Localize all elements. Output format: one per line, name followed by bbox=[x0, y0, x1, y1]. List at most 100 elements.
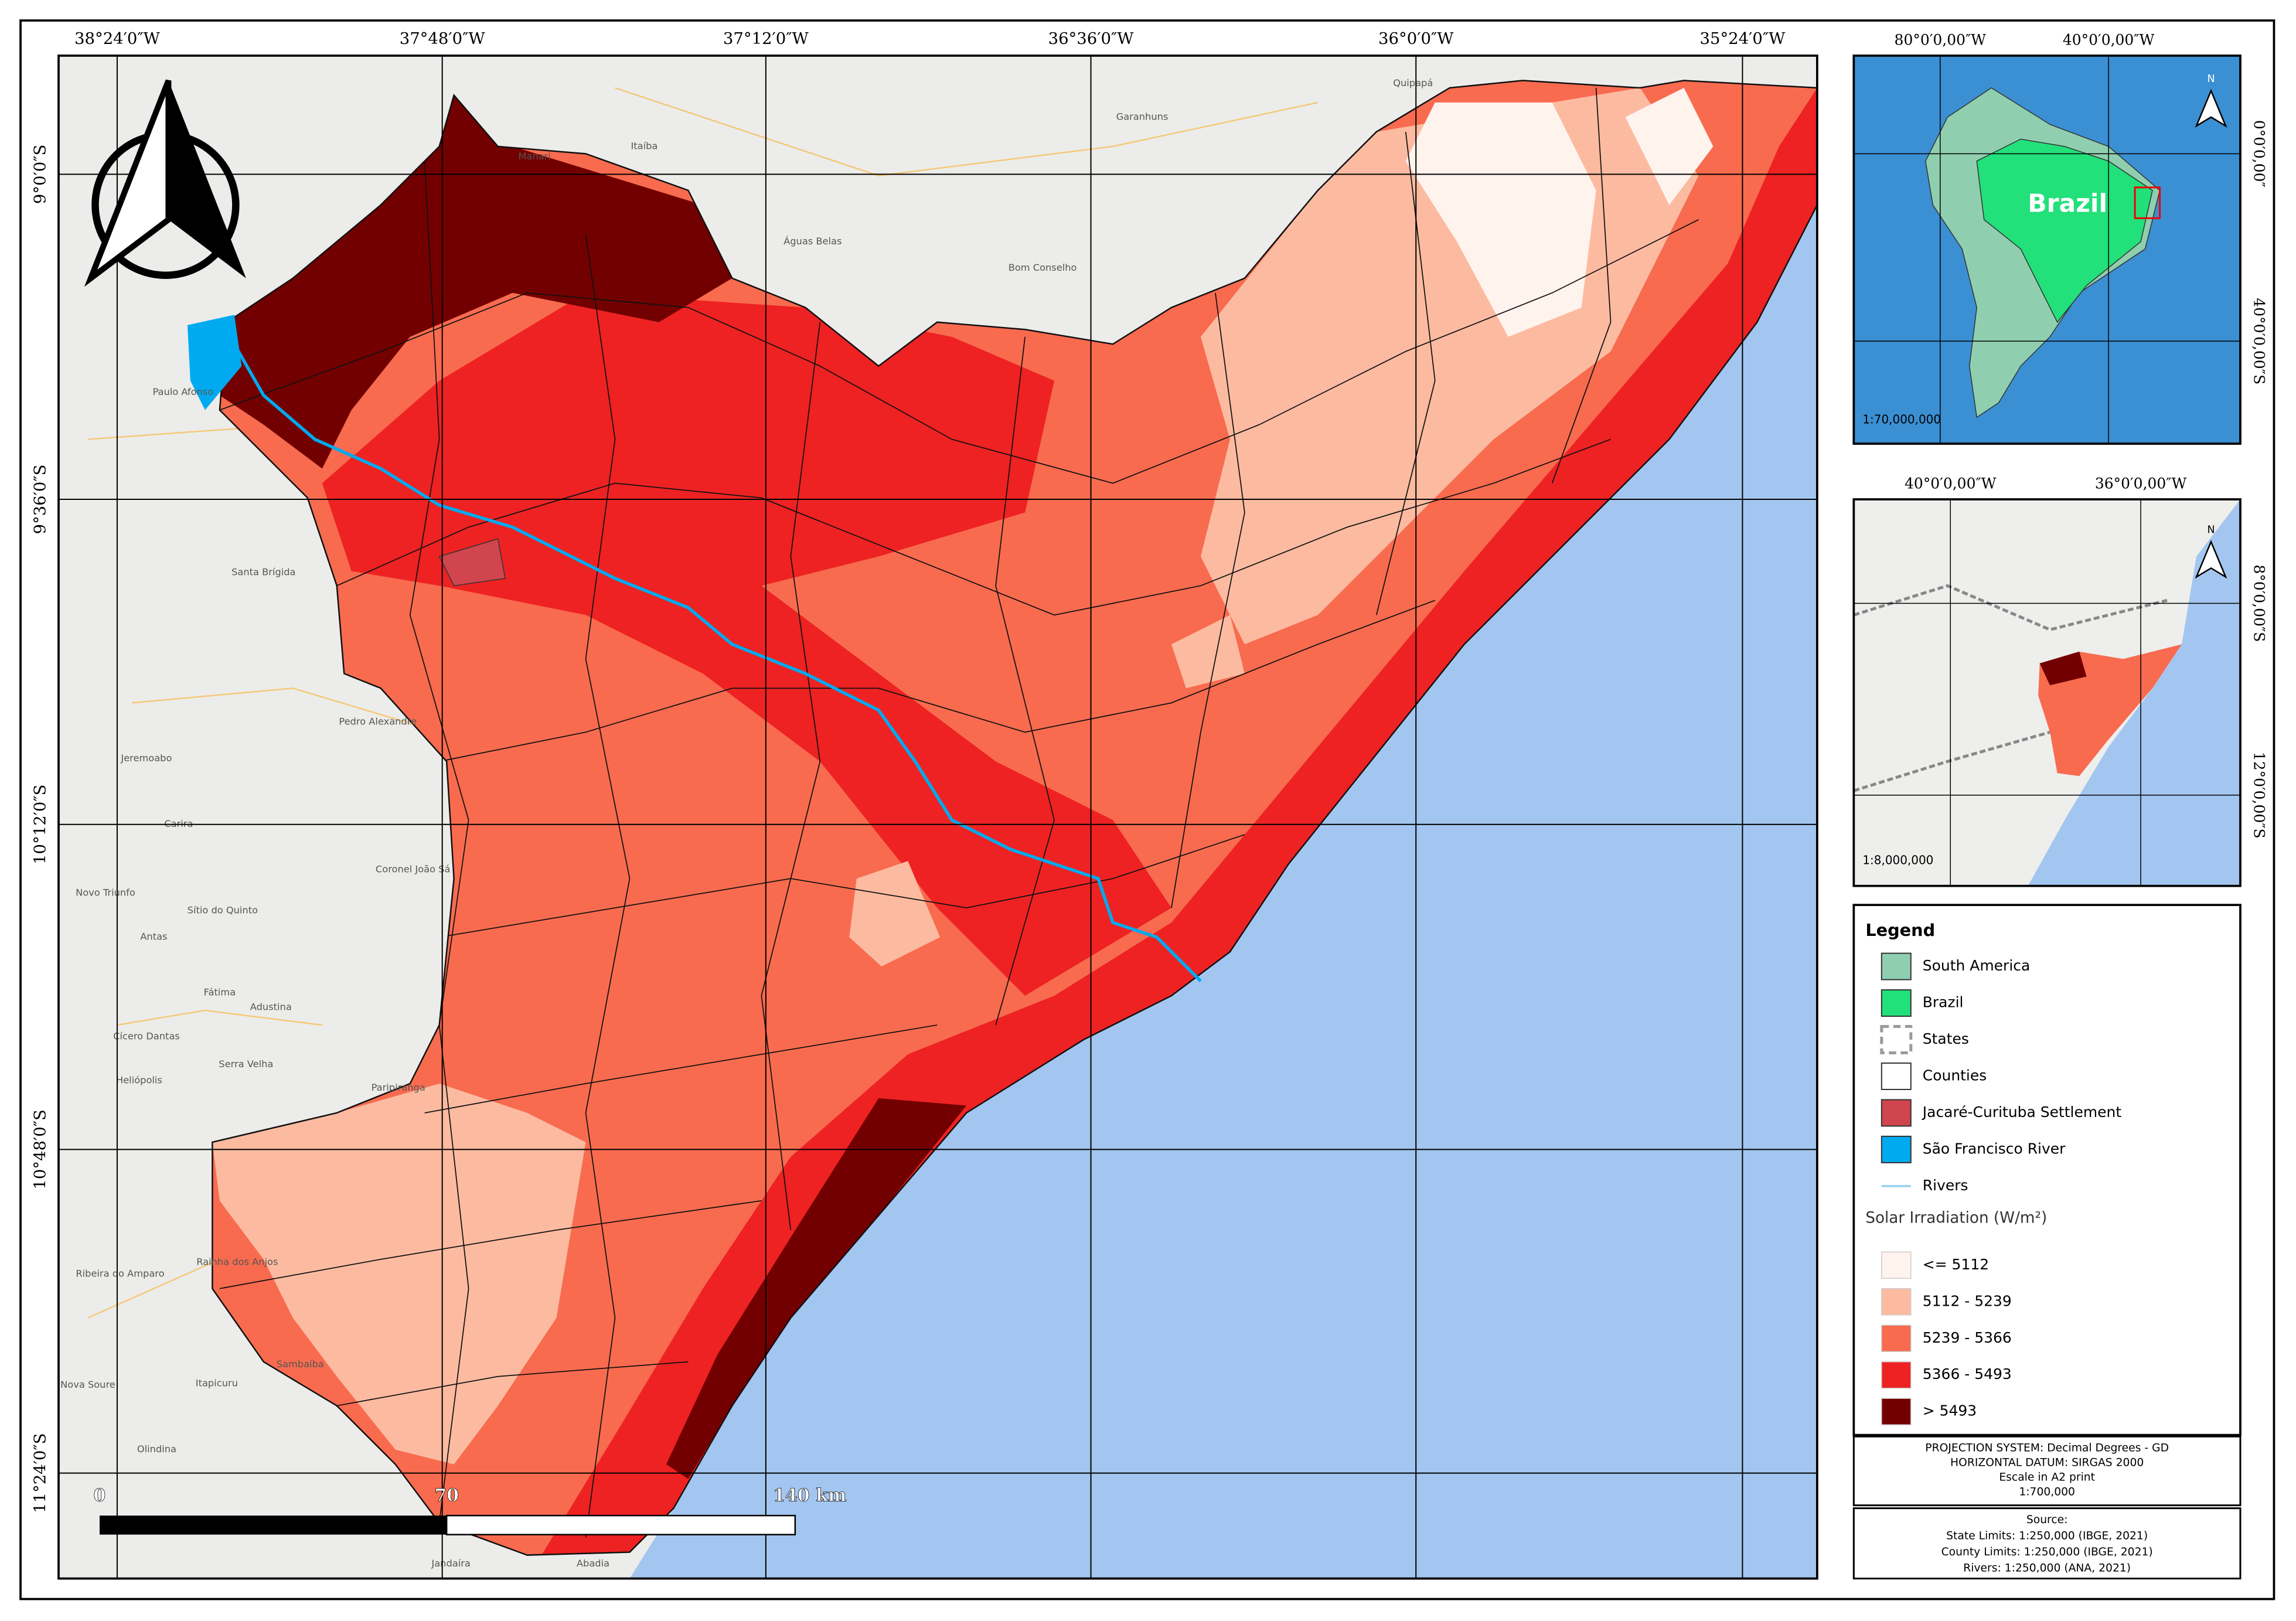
info-box bbox=[1852, 1435, 2242, 1507]
sea bbox=[629, 190, 1817, 1579]
place-label: Rainha dos Anjos bbox=[196, 1256, 278, 1267]
latitude-label: 9°36′0″S bbox=[31, 465, 50, 534]
road bbox=[117, 1009, 322, 1026]
country-label: Brazil bbox=[2028, 189, 2107, 218]
county-line bbox=[409, 161, 469, 1523]
latitude-label: 0°0′0,00″ bbox=[2250, 120, 2267, 188]
legend-label: South America bbox=[1923, 957, 2031, 974]
mini-north bbox=[2195, 540, 2227, 579]
place-label: Coronel João Sá bbox=[376, 864, 450, 875]
longitude-label: 36°0′0″W bbox=[1378, 29, 1454, 48]
class-5112-5239 bbox=[1171, 615, 1245, 689]
north-arrow-right bbox=[168, 80, 246, 278]
legend-subtitle: Solar Irradiation (W/m²) bbox=[1865, 1209, 2047, 1227]
road bbox=[615, 87, 1319, 177]
projection-line: Escale in A2 print bbox=[1999, 1472, 2095, 1484]
inset-scale: 1:8,000,000 bbox=[1862, 853, 1933, 867]
county-line bbox=[439, 600, 1436, 762]
scale-white bbox=[445, 1514, 796, 1535]
place-label: Novo Triunfo bbox=[76, 887, 135, 898]
legend-swatch bbox=[1881, 989, 1912, 1017]
class-le-5112 bbox=[1405, 102, 1596, 337]
place-label: Abadia bbox=[577, 1558, 609, 1569]
county-line bbox=[761, 322, 821, 1230]
place-label: Fátima bbox=[204, 987, 236, 998]
class-5366-5493 bbox=[322, 292, 1171, 996]
legend-title: Legend bbox=[1865, 920, 1935, 940]
place-label: Paripiranga bbox=[372, 1082, 425, 1093]
place-label: Garanhuns bbox=[1116, 111, 1169, 122]
county-line bbox=[995, 336, 1055, 1026]
north-label: N bbox=[2207, 525, 2215, 536]
legend-swatch bbox=[1881, 1288, 1912, 1316]
legend-swatch bbox=[1881, 1251, 1912, 1279]
north-arrow-left bbox=[84, 79, 172, 287]
source-line: County Limits: 1:250,000 (IBGE, 2021) bbox=[1941, 1546, 2153, 1558]
place-label: Itaíba bbox=[631, 140, 658, 151]
place-label: Nova Soure bbox=[60, 1379, 115, 1390]
county-line bbox=[424, 1024, 938, 1113]
inset-region bbox=[1854, 499, 2240, 886]
place-label: Sambaíba bbox=[277, 1358, 324, 1370]
info-box bbox=[1852, 1507, 2242, 1580]
place-label: Itapicuru bbox=[196, 1378, 238, 1389]
projection-line: PROJECTION SYSTEM: Decimal Degrees - GD bbox=[1925, 1442, 2169, 1455]
scale-black bbox=[99, 1516, 447, 1535]
latitude-label: 10°48′0″S bbox=[31, 1109, 50, 1189]
place-label: Carira bbox=[164, 818, 193, 829]
sheet-border bbox=[19, 19, 2275, 1600]
legend-swatch bbox=[1881, 952, 1912, 980]
place-label: Pedro Alexandre bbox=[339, 716, 417, 727]
county-line bbox=[336, 1361, 689, 1407]
class-5112-5239 bbox=[849, 861, 941, 967]
scale-label: 0 bbox=[94, 1486, 106, 1506]
north-arrow bbox=[84, 79, 246, 287]
county-line bbox=[1171, 292, 1245, 908]
legend-label: 5239 - 5366 bbox=[1923, 1329, 2012, 1346]
legend-label: <= 5112 bbox=[1923, 1256, 1989, 1273]
main-map: Garanhuns Águas Belas Bom Conselho Paulo Af… bbox=[59, 55, 1817, 1579]
map-frame bbox=[57, 55, 1818, 1580]
road bbox=[131, 687, 440, 733]
place-label: Sítio do Quinto bbox=[188, 905, 258, 916]
class-5112-5239 bbox=[212, 1083, 586, 1465]
latitude-label: 10°12′0″S bbox=[31, 785, 50, 864]
longitude-label: 36°36′0″W bbox=[1048, 29, 1135, 48]
longitude-label: 80°0′0,00″W bbox=[1895, 31, 1987, 48]
inset-south-america bbox=[1854, 55, 2240, 444]
place-label: Ribeira do Amparo bbox=[76, 1268, 164, 1279]
place-label: Águas Belas bbox=[783, 236, 842, 247]
class-le-5112 bbox=[1625, 87, 1714, 205]
longitude-label: 40°0′0,00″W bbox=[1905, 475, 1997, 492]
county-line bbox=[219, 219, 1699, 484]
source-box: Source: State Limits: 1:250,000 (IBGE, 20… bbox=[1852, 1507, 2242, 1580]
inset-scale: 1:70,000,000 bbox=[1862, 413, 1941, 427]
sea bbox=[2028, 499, 2240, 886]
projection-line: 1:700,000 bbox=[2019, 1486, 2075, 1499]
place-label: Heliópolis bbox=[116, 1075, 162, 1086]
place-label: Manari bbox=[518, 151, 550, 162]
locator-box bbox=[2134, 186, 2161, 219]
place-label: Quipapá bbox=[1393, 77, 1433, 88]
legend-swatch bbox=[1881, 1398, 1912, 1425]
place-label: Antas bbox=[140, 931, 167, 942]
county-line bbox=[1551, 87, 1612, 483]
legend-label: 5366 - 5493 bbox=[1923, 1365, 2012, 1382]
latitude-label: 11°24′0″S bbox=[31, 1433, 50, 1513]
place-label: Serra Velha bbox=[219, 1058, 273, 1070]
scale-label: 140 km bbox=[773, 1486, 847, 1506]
legend-label: 5112 - 5239 bbox=[1923, 1292, 2012, 1309]
projection-line: HORIZONTAL DATUM: SIRGAS 2000 bbox=[1950, 1457, 2144, 1469]
legend-label: Brazil bbox=[1923, 994, 1964, 1011]
place-label: Jeremoabo bbox=[120, 752, 172, 764]
latitude-label: 12°0′0,00″S bbox=[2250, 752, 2267, 839]
longitude-label: 36°0′0,00″W bbox=[2095, 475, 2187, 492]
legend-label: Rivers bbox=[1923, 1177, 1968, 1194]
county-line bbox=[219, 1200, 762, 1289]
state-lines bbox=[1854, 584, 2168, 792]
place-label: Olindina bbox=[137, 1443, 176, 1455]
latitude-label: 8°0′0,00″S bbox=[2250, 564, 2267, 642]
legend-label: Counties bbox=[1923, 1067, 1987, 1084]
mini-north bbox=[2195, 88, 2227, 128]
place-label: Paulo Afonso bbox=[153, 386, 214, 397]
